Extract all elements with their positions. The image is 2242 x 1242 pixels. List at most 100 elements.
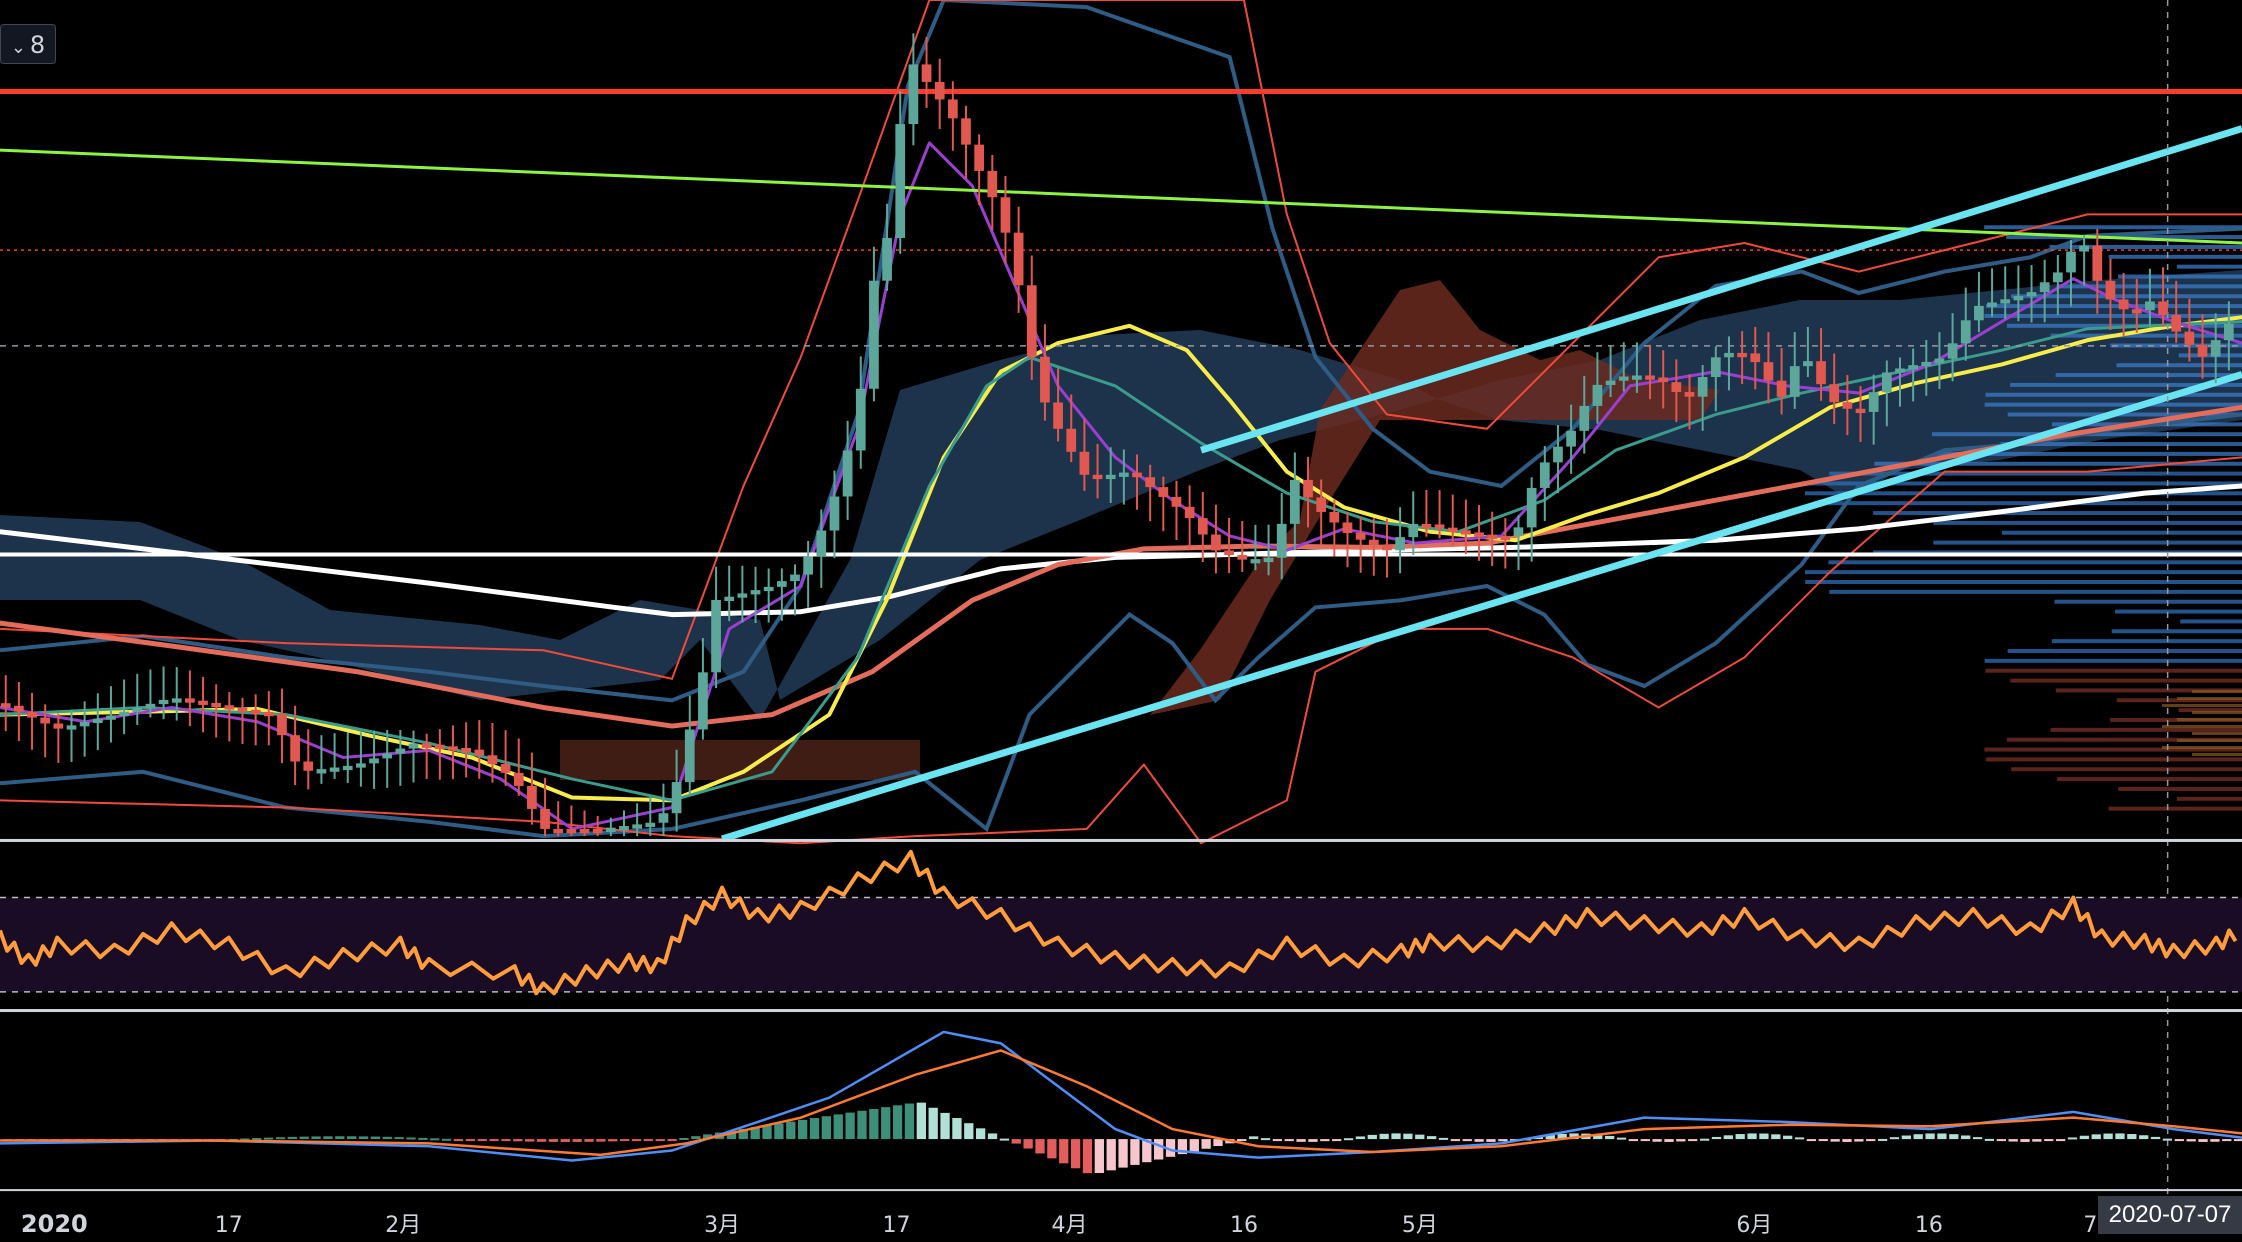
candle-bear <box>40 717 51 724</box>
macd-bar <box>2233 1139 2242 1142</box>
candle-bear <box>1158 487 1169 497</box>
macd-bar <box>904 1103 915 1140</box>
candle-bear <box>303 761 314 771</box>
macd-bar <box>1059 1139 1069 1164</box>
x-tick-label: 6月 <box>1736 1213 1772 1238</box>
signal-line <box>0 1049 2242 1157</box>
macd-bar <box>1747 1133 1757 1140</box>
candle-bull <box>737 593 748 598</box>
candle-bull <box>1263 557 1274 563</box>
candle-bull <box>145 703 156 709</box>
macd-bar <box>1652 1139 1662 1142</box>
candle-bear <box>1368 539 1379 545</box>
macd-bar <box>370 1136 381 1140</box>
candle-bear <box>277 714 287 736</box>
macd-bar <box>1308 1139 1318 1142</box>
candle-bull <box>1250 559 1261 564</box>
volume-bar <box>2178 708 2242 713</box>
candle-bear <box>1842 402 1853 409</box>
candle-bear <box>513 772 524 786</box>
volume-bar <box>2000 442 2242 447</box>
macd-bar <box>1972 1137 1983 1140</box>
candle-bull <box>342 765 353 771</box>
macd-bar <box>1130 1139 1140 1165</box>
candle-bull <box>106 715 116 720</box>
candle-bear <box>1026 285 1037 357</box>
candle-bear <box>185 698 195 703</box>
candle-bear <box>1053 402 1063 429</box>
macd-bar <box>797 1119 808 1140</box>
rsi-band <box>0 897 2242 992</box>
macd-bar <box>2150 1136 2161 1140</box>
volume-bar <box>2049 244 2242 249</box>
macd-bar <box>1984 1138 1995 1141</box>
macd-bar <box>1343 1138 1354 1141</box>
volume-bar <box>2111 629 2242 634</box>
candle-bull <box>2210 340 2221 357</box>
macd-bar <box>263 1137 274 1140</box>
candle-bull <box>158 699 169 705</box>
candle-bull <box>1592 384 1603 406</box>
macd-bar <box>2222 1139 2232 1142</box>
candle-bull <box>1579 405 1590 431</box>
volume-bar <box>2177 697 2242 700</box>
candle-bull <box>119 711 129 716</box>
macd-bar <box>643 1139 654 1142</box>
trend-lines[interactable] <box>0 0 2242 1196</box>
macd-bar <box>1296 1139 1306 1142</box>
macd-bar <box>738 1128 748 1140</box>
candle-bull <box>671 782 682 814</box>
macd-bar <box>1794 1137 1805 1140</box>
candle-bear <box>1000 197 1011 233</box>
candle-bear <box>14 705 24 712</box>
macd-bar <box>1498 1139 1508 1142</box>
legend-collapse-button[interactable]: ⌄ 8 <box>0 24 56 64</box>
macd-bar <box>430 1138 440 1141</box>
candle-bear <box>934 81 945 100</box>
candle-bear <box>1171 496 1182 507</box>
chevron-down-icon: ⌄ <box>10 37 26 58</box>
macd-bar <box>703 1134 713 1140</box>
macd-bar <box>1723 1135 1733 1140</box>
macd-bar <box>845 1112 855 1140</box>
macd-bar <box>2020 1139 2030 1142</box>
candle-bear <box>2092 245 2103 281</box>
candle-bull <box>2145 301 2155 311</box>
macd-bar <box>1082 1139 1093 1174</box>
candle-bear <box>1750 353 1761 363</box>
candle-bull <box>132 707 143 713</box>
macd-bar <box>1735 1134 1745 1140</box>
macd-bar <box>1142 1139 1152 1163</box>
volume-bar <box>2162 746 2242 749</box>
volume-bar <box>2162 725 2242 728</box>
candle-bear <box>1776 380 1787 397</box>
volume-bar <box>2010 678 2242 683</box>
candle-bull <box>1539 462 1550 488</box>
candle-bull <box>1526 487 1537 528</box>
macd-bar <box>1937 1133 1947 1140</box>
macd-bar <box>1070 1139 1081 1169</box>
candle-bull <box>171 698 182 703</box>
macd-bar <box>1462 1139 1472 1142</box>
candle-bear <box>263 711 274 717</box>
time-axis: 2020 17 2月 3月 17 4月 16 5月 6月 16 7 <box>21 1210 2098 1238</box>
macd-bar <box>275 1137 286 1140</box>
candle-bull <box>698 672 708 730</box>
candle-bear <box>1434 524 1445 529</box>
volume-bar <box>2050 333 2242 338</box>
macd-bar <box>1949 1134 1959 1140</box>
candle-bull <box>408 743 419 749</box>
volume-bar <box>1805 481 2242 486</box>
candle-bear <box>421 743 432 748</box>
channel-lower <box>721 371 2242 843</box>
candle-bull <box>2000 299 2011 304</box>
candle-bull <box>1960 320 1971 344</box>
macd-bar <box>1664 1139 1674 1142</box>
candle-bear <box>2197 344 2208 357</box>
macd-bar <box>1925 1133 1935 1140</box>
candle-bull <box>2079 245 2090 252</box>
volume-bar <box>1873 550 2242 555</box>
macd-bar <box>1877 1138 1888 1141</box>
volume-bar <box>1985 304 2242 309</box>
